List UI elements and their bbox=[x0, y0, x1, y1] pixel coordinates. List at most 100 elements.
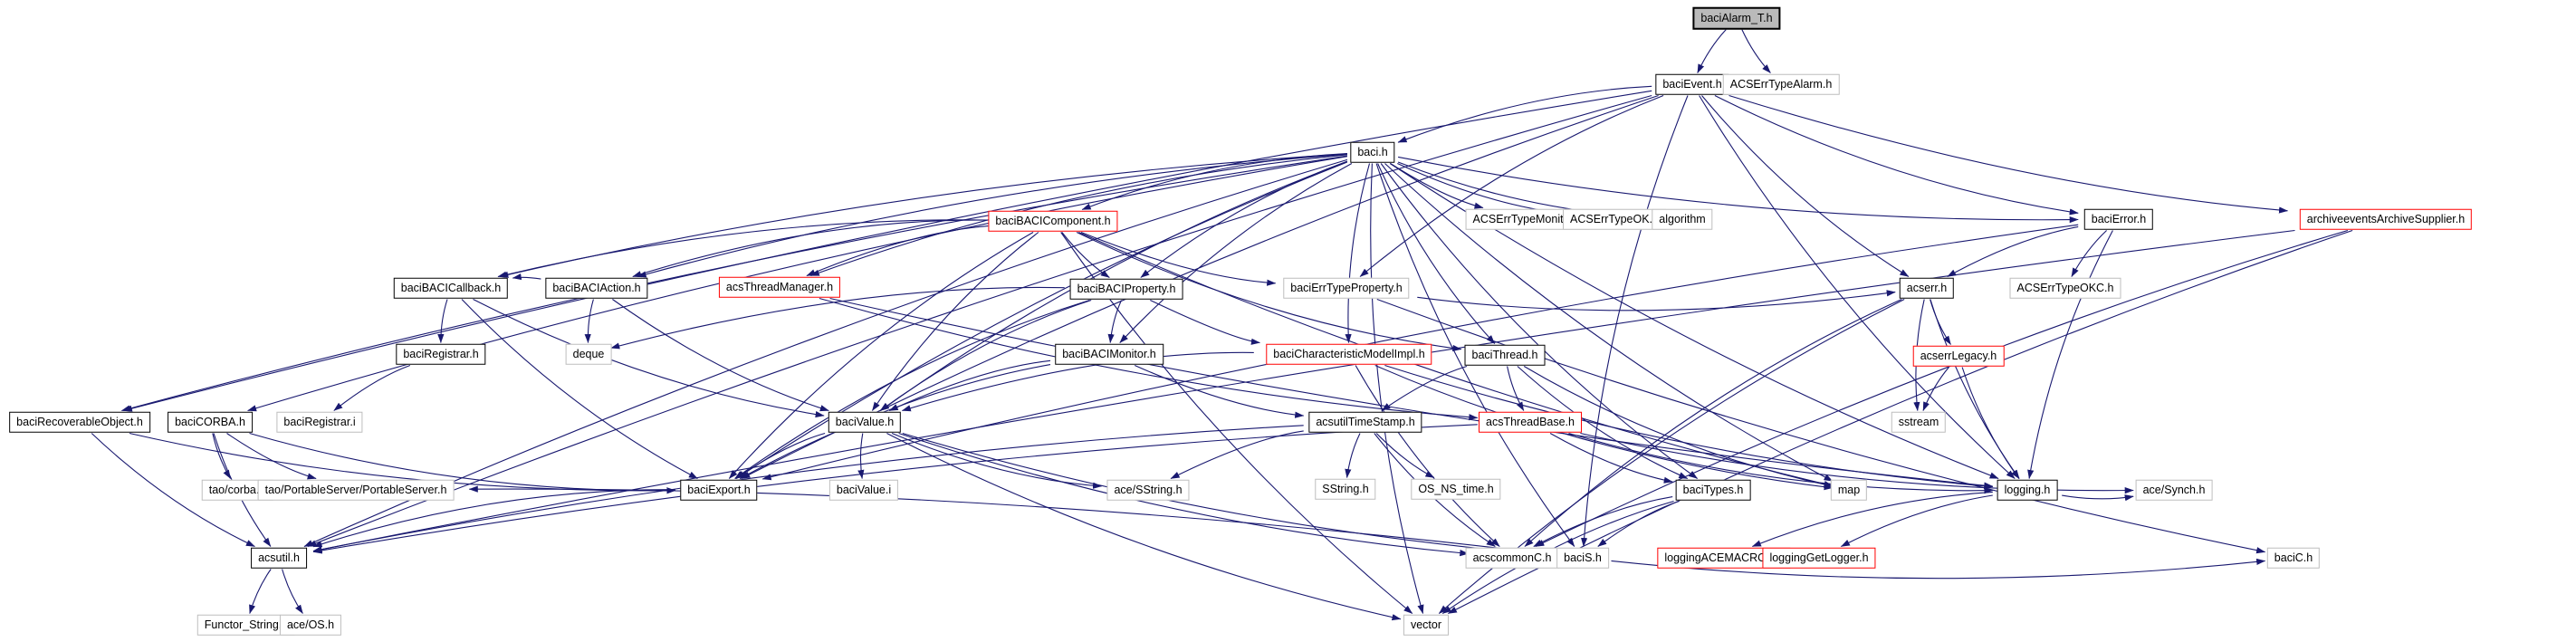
include-edge-acserrLegacy-to-sstream bbox=[1922, 367, 1949, 411]
include-edge-baciBACIComponent-to-baciBACIAction bbox=[632, 219, 989, 278]
graph-node-map: map bbox=[1830, 479, 1868, 501]
include-edge-acsThreadBase-to-acsutil bbox=[312, 424, 1478, 554]
graph-node-baciRecoverable[interactable]: baciRecoverableObject.h bbox=[9, 411, 150, 433]
include-edge-baci-to-baciBACIProperty bbox=[1140, 160, 1348, 278]
include-edge-baciBACICallback-to-baciRegistrar_h bbox=[437, 299, 448, 343]
include-edge-baci-to-baciValue_h bbox=[880, 160, 1348, 411]
graph-node-baciThread[interactable]: baciThread.h bbox=[1464, 344, 1546, 366]
include-edge-baciBACIProperty-to-baciBACIMonitor bbox=[1107, 300, 1123, 343]
include-edge-baciBACIMonitor-to-baciExport bbox=[739, 364, 1051, 479]
include-edge-baciAlarm_T-to-ACSErrTypeAlarm bbox=[1741, 29, 1771, 73]
include-edge-archiveevents-to-acsutil bbox=[312, 229, 2295, 553]
include-edge-baci-to-vector bbox=[1370, 163, 1424, 614]
include-edge-baciBACIAction-to-deque bbox=[584, 299, 594, 343]
include-edge-baciError-to-ACSErrTypeOKC bbox=[2071, 230, 2107, 277]
include-edge-baciAlarm_T-to-baciEvent bbox=[1697, 29, 1727, 73]
graph-node-baciBACIMonitor[interactable]: baciBACIMonitor.h bbox=[1055, 343, 1164, 365]
include-edge-baci-to-baciBACICallback bbox=[499, 153, 1347, 278]
include-edge-baciError-to-baciExport bbox=[761, 224, 2079, 481]
include-edge-baci-to-baciExport bbox=[735, 161, 1348, 479]
include-edge-baciS-to-baciC bbox=[1611, 558, 2266, 580]
include-edge-acserr-to-logging bbox=[1930, 299, 2020, 479]
include-edge-baciBACIAction-to-baciBACICallback bbox=[512, 273, 541, 281]
graph-node-vector: vector bbox=[1403, 614, 1450, 636]
include-edge-logging-to-loggingGetLogger bbox=[1840, 494, 1993, 547]
graph-node-archiveevents[interactable]: archiveeventsArchiveSupplier.h bbox=[2299, 208, 2473, 230]
include-edge-logging-to-loggingACEMACROS bbox=[1751, 491, 1993, 548]
graph-node-aceSString: ace/SString.h bbox=[1106, 479, 1190, 501]
include-edge-baciErrTypeProperty-to-baciC bbox=[1376, 298, 2266, 554]
include-edge-baciValue_h-to-baciExport bbox=[735, 432, 826, 479]
include-edge-baci-to-map bbox=[1384, 163, 1834, 482]
include-edge-baciBACIProperty-to-baciCharModelImpl bbox=[1150, 300, 1260, 345]
include-edge-baciEvent-to-logging bbox=[1699, 95, 2016, 479]
graph-node-baciAlarm_T[interactable]: baciAlarm_T.h bbox=[1692, 6, 1781, 30]
include-edge-acsutil-to-Functor_String bbox=[249, 569, 272, 614]
graph-node-OS_NS_time: OS_NS_time.h bbox=[1411, 478, 1501, 500]
include-edge-baci-to-baciCharModelImpl bbox=[1345, 163, 1371, 343]
graph-node-baciRegistrar_h[interactable]: baciRegistrar.h bbox=[396, 343, 486, 365]
graph-node-baciBACIAction[interactable]: baciBACIAction.h bbox=[545, 277, 648, 299]
include-edge-acserr-to-acserrLegacy bbox=[1930, 299, 1951, 345]
include-edge-baciCORBA-to-taocorba bbox=[212, 433, 231, 479]
include-edge-baciThread-to-acsutilTimeStamp bbox=[1381, 365, 1468, 411]
include-edge-baciRecoverable-to-baciExport bbox=[129, 432, 676, 494]
include-edge-baciBACIProperty-to-baciValue_h bbox=[879, 299, 1092, 411]
include-edge-baciEvent-to-acsutil bbox=[307, 94, 1652, 548]
include-edge-baciTypes-to-vector bbox=[1441, 500, 1674, 614]
include-edge-baciErrTypeProperty-to-acserr bbox=[1417, 290, 1896, 311]
graph-node-taoPortableServer: tao/PortableServer/PortableServer.h bbox=[257, 479, 455, 501]
graph-node-acserr[interactable]: acserr.h bbox=[1899, 277, 1955, 299]
include-edge-baciRecoverable-to-acsutil bbox=[91, 433, 255, 547]
graph-node-baciBACIComponent[interactable]: baciBACIComponent.h bbox=[988, 210, 1118, 232]
graph-node-logging[interactable]: logging.h bbox=[1997, 479, 2058, 501]
include-edge-baciBACIProperty-to-baciExport bbox=[734, 299, 1090, 479]
graph-node-baci[interactable]: baci.h bbox=[1350, 141, 1395, 163]
graph-node-baciValue_h[interactable]: baciValue.h bbox=[828, 411, 902, 433]
include-edge-baciError-to-acserr bbox=[1947, 225, 2079, 277]
graph-node-baciCORBA[interactable]: baciCORBA.h bbox=[168, 411, 253, 433]
include-edge-baciBACIProperty-to-deque bbox=[610, 286, 1065, 350]
graph-node-acsThreadManager[interactable]: acsThreadManager.h bbox=[718, 276, 841, 298]
include-edge-baci-to-baciS bbox=[1375, 163, 1575, 547]
graph-node-loggingGetLogger[interactable]: loggingGetLogger.h bbox=[1762, 547, 1876, 569]
include-edge-baciThread-to-baciTypes bbox=[1517, 366, 1689, 480]
graph-node-acsutil[interactable]: acsutil.h bbox=[251, 547, 307, 569]
include-edge-baci-to-baciBACIAction bbox=[637, 153, 1347, 278]
include-edge-baciBACIComponent-to-map bbox=[1078, 231, 1834, 487]
include-edge-baciBACIComponent-to-baciBACICallback bbox=[497, 219, 989, 278]
graph-node-baciError[interactable]: baciError.h bbox=[2083, 208, 2154, 230]
graph-node-baciEvent[interactable]: baciEvent.h bbox=[1655, 73, 1729, 95]
include-edge-baciBACIComponent-to-baciExport bbox=[728, 232, 1034, 479]
include-edge-baciBACIMonitor-to-baciValue_h bbox=[888, 359, 1051, 412]
include-edge-baciValue_h-to-acscommonC bbox=[898, 432, 1470, 557]
include-edge-acsutil-to-aceOS bbox=[282, 569, 303, 614]
include-edge-baciBACIComponent-to-baciThread bbox=[1076, 232, 1462, 352]
graph-node-baciTypes[interactable]: baciTypes.h bbox=[1675, 479, 1751, 501]
graph-node-deque: deque bbox=[565, 343, 612, 365]
graph-node-baciC: baciC.h bbox=[2266, 547, 2321, 569]
graph-node-baciCharModelImpl[interactable]: baciCharacteristicModelImpl.h bbox=[1266, 343, 1432, 365]
include-edge-acsThreadManager-to-acsThreadBase bbox=[819, 297, 1479, 421]
include-edge-baci-to-baciError bbox=[1397, 156, 2079, 224]
include-edge-baciValue_h-to-vector bbox=[886, 433, 1402, 621]
include-edge-baciTypes-to-baciS bbox=[1597, 500, 1680, 547]
graph-node-acsutilTimeStamp[interactable]: acsutilTimeStamp.h bbox=[1308, 411, 1422, 433]
graph-node-acsThreadBase[interactable]: acsThreadBase.h bbox=[1479, 411, 1582, 433]
include-edge-baciBACICallback-to-baciValue_h bbox=[473, 299, 825, 418]
graph-node-baciExport[interactable]: baciExport.h bbox=[680, 479, 758, 501]
graph-node-algorithm: algorithm bbox=[1652, 208, 1713, 230]
include-edge-baci-to-baciCORBA bbox=[247, 156, 1347, 412]
include-edge-baci-to-baciBACIMonitor bbox=[1119, 163, 1353, 343]
include-edge-acserrLegacy-to-logging bbox=[1961, 367, 2020, 479]
graph-node-aceSynch: ace/Synch.h bbox=[2135, 479, 2213, 501]
graph-node-baciBACIProperty[interactable]: baciBACIProperty.h bbox=[1069, 278, 1183, 300]
graph-node-baciBACICallback[interactable]: baciBACICallback.h bbox=[393, 277, 509, 299]
graph-node-taocorba: tao/corba.h bbox=[201, 479, 273, 501]
include-edge-baci-to-ACSErrTypeMonitor bbox=[1390, 163, 1484, 209]
include-edge-acsutilTimeStamp-to-OS_NS_time bbox=[1375, 433, 1435, 478]
graph-node-acserrLegacy[interactable]: acserrLegacy.h bbox=[1912, 345, 2005, 367]
include-edge-baciValue_h-to-baciS bbox=[902, 432, 1555, 559]
include-edge-baciEvent-to-baciErrTypeProperty bbox=[1359, 94, 1664, 277]
include-edge-baciCharModelImpl-to-baciValue_h bbox=[901, 351, 1254, 412]
